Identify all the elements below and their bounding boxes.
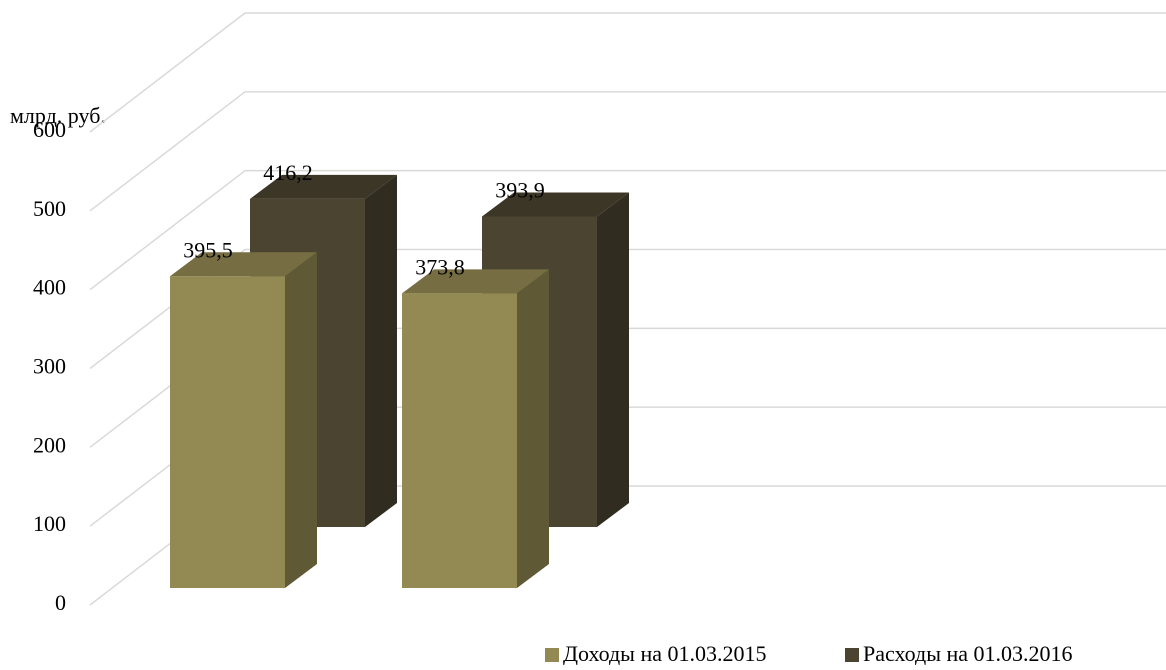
- bar-top: [402, 269, 549, 294]
- y-tick-label: 300: [33, 354, 66, 379]
- bar-top: [482, 192, 629, 217]
- y-axis-label: млрд. руб.: [10, 103, 106, 128]
- bar-side: [285, 252, 317, 588]
- data-label: 393,9: [495, 178, 545, 203]
- y-tick-label: 600: [33, 117, 66, 142]
- data-label: 416,2: [263, 160, 313, 185]
- bar-top: [170, 252, 317, 277]
- data-label: 373,8: [415, 254, 465, 279]
- y-tick-label: 500: [33, 196, 66, 221]
- grid-line: [89, 91, 246, 212]
- legend-swatch: [545, 648, 559, 662]
- bar-side: [597, 192, 629, 527]
- bar: [170, 252, 317, 588]
- y-tick-label: 400: [33, 275, 66, 300]
- y-tick-label: 200: [33, 432, 66, 457]
- legend-label: Доходы на 01.03.2015: [563, 641, 767, 665]
- legend-label: Расходы на 01.03.2016: [863, 641, 1073, 665]
- grid-line: [89, 12, 246, 133]
- grid-line: [89, 170, 246, 291]
- bar: [402, 269, 549, 588]
- bar-side: [517, 269, 549, 588]
- bar-front: [402, 293, 517, 588]
- bar-front: [170, 276, 285, 588]
- y-tick-label: 0: [55, 590, 66, 615]
- y-tick-label: 100: [33, 511, 66, 536]
- bar-side: [365, 174, 397, 527]
- data-label: 395,5: [183, 237, 233, 262]
- bar-top: [250, 174, 397, 199]
- legend-swatch: [845, 648, 859, 662]
